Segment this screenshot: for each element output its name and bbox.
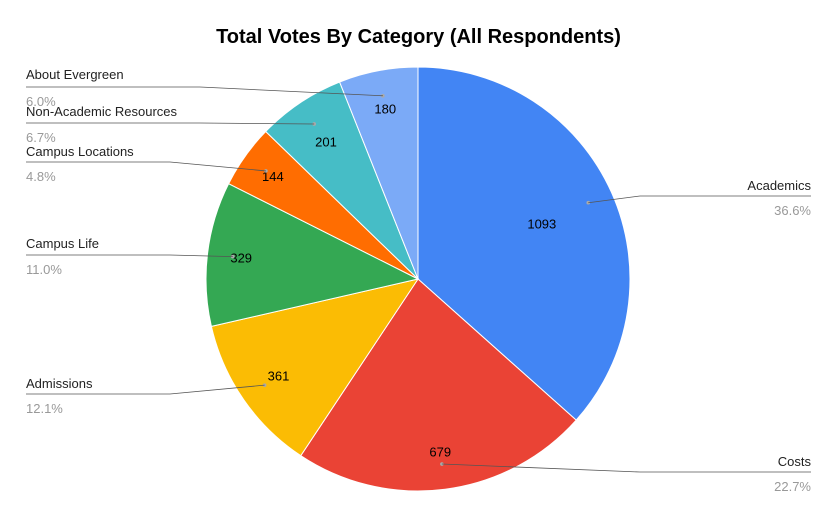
slice-value-label: 361 bbox=[268, 369, 290, 384]
pie-slice-about-evergreen bbox=[338, 66, 419, 280]
callout-line bbox=[26, 86, 383, 97]
callout-line bbox=[26, 122, 315, 125]
slice-value-label: 679 bbox=[429, 444, 451, 459]
pie-slice-costs bbox=[300, 278, 577, 492]
callout-percent-label: 6.0% bbox=[26, 94, 56, 109]
callout-percent-label: 36.6% bbox=[774, 203, 811, 218]
callout-category-label: About Evergreen bbox=[26, 67, 124, 82]
slice-value-label: 180 bbox=[374, 101, 396, 116]
slice-value-label: 201 bbox=[315, 135, 337, 150]
callout-category-label: Costs bbox=[778, 454, 812, 469]
slice-value-label: 144 bbox=[262, 169, 284, 184]
callout-line bbox=[588, 195, 811, 204]
pie-slice-academics bbox=[417, 66, 631, 421]
callout-category-label: Academics bbox=[747, 178, 811, 193]
callout-dot bbox=[381, 93, 385, 98]
callout-percent-label: 22.7% bbox=[774, 479, 811, 494]
callout-percent-label: 12.1% bbox=[26, 401, 63, 416]
callout-dot bbox=[264, 169, 268, 173]
callout-category-label: Campus Life bbox=[26, 236, 99, 251]
callout-category-label: Admissions bbox=[26, 376, 93, 391]
callout-line bbox=[26, 384, 265, 395]
pie-slice-admissions bbox=[210, 278, 420, 457]
slice-value-label: 329 bbox=[230, 251, 252, 266]
callout-dot bbox=[262, 383, 267, 387]
slice-value-label: 1093 bbox=[527, 217, 556, 232]
callout-dot bbox=[312, 122, 316, 126]
callout-percent-label: 6.7% bbox=[26, 130, 56, 145]
callout-category-label: Campus Locations bbox=[26, 144, 134, 159]
callout-percent-label: 11.0% bbox=[26, 262, 62, 277]
callout-line bbox=[441, 463, 811, 473]
callout-category-label: Non-Academic Resources bbox=[26, 104, 178, 119]
chart-title: Total Votes By Category (All Respondents… bbox=[216, 26, 621, 48]
callout-line bbox=[26, 161, 266, 172]
callout-line bbox=[26, 254, 233, 257]
callout-percent-label: 4.8% bbox=[26, 169, 56, 184]
pie-slice-campus-life bbox=[205, 182, 420, 328]
